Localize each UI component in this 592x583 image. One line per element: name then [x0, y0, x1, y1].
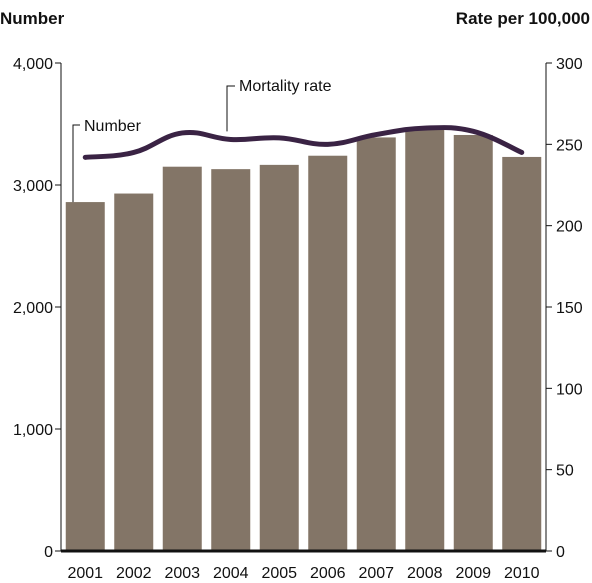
right-tick-label: 250: [556, 137, 583, 154]
annotation-leaders: [72, 85, 235, 203]
left-tick-label: 3,000: [13, 178, 53, 195]
bar-2001: [65, 202, 105, 551]
bar-2010: [502, 156, 542, 551]
x-tick-label: 2009: [455, 565, 491, 582]
bar-2002: [114, 193, 154, 552]
x-tick-label: 2003: [164, 565, 200, 582]
right-tick-label: 300: [556, 56, 583, 73]
bar-2004: [211, 169, 251, 551]
mortality-rate-leader: [226, 85, 235, 132]
x-tick-label: 2006: [310, 565, 346, 582]
left-tick-label: 4,000: [13, 56, 53, 73]
bar-2007: [356, 137, 396, 552]
mortality-rate-line: [82, 125, 525, 160]
left-axis-title: Number: [0, 9, 65, 28]
x-tick-label: 2004: [213, 565, 249, 582]
x-tick-label: 2002: [116, 565, 152, 582]
bar-2003: [162, 166, 202, 551]
annotation-number: Number: [84, 118, 142, 135]
right-axis-ticks: 0 50 100 150 200 250 300: [546, 56, 583, 561]
right-tick-label: 150: [556, 300, 583, 317]
x-tick-label: 2005: [261, 565, 297, 582]
left-tick-label: 0: [44, 544, 53, 561]
bar-2009: [453, 134, 493, 552]
annotation-mortality-rate: Mortality rate: [239, 78, 332, 95]
right-tick-label: 200: [556, 219, 583, 236]
number-leader: [72, 124, 80, 203]
right-axis-title: Rate per 100,000: [456, 9, 590, 28]
x-tick-label: 2007: [358, 565, 394, 582]
x-tick-labels: 2001 2002 2003 2004 2005 2006 2007 2008 2009 2010: [67, 565, 539, 582]
bar-2006: [308, 155, 348, 551]
bar-series: [65, 128, 542, 552]
left-tick-label: 1,000: [13, 422, 53, 439]
right-tick-label: 50: [556, 463, 574, 480]
left-axis-ticks: 0 1,000 2,000 3,000 4,000: [13, 56, 61, 561]
left-tick-label: 2,000: [13, 300, 53, 317]
x-tick-label: 2001: [67, 565, 103, 582]
bar-2008: [405, 128, 445, 551]
x-tick-label: 2008: [407, 565, 443, 582]
right-tick-label: 100: [556, 381, 583, 398]
right-tick-label: 0: [556, 544, 565, 561]
x-tick-label: 2010: [504, 565, 540, 582]
bar-2005: [259, 164, 299, 551]
